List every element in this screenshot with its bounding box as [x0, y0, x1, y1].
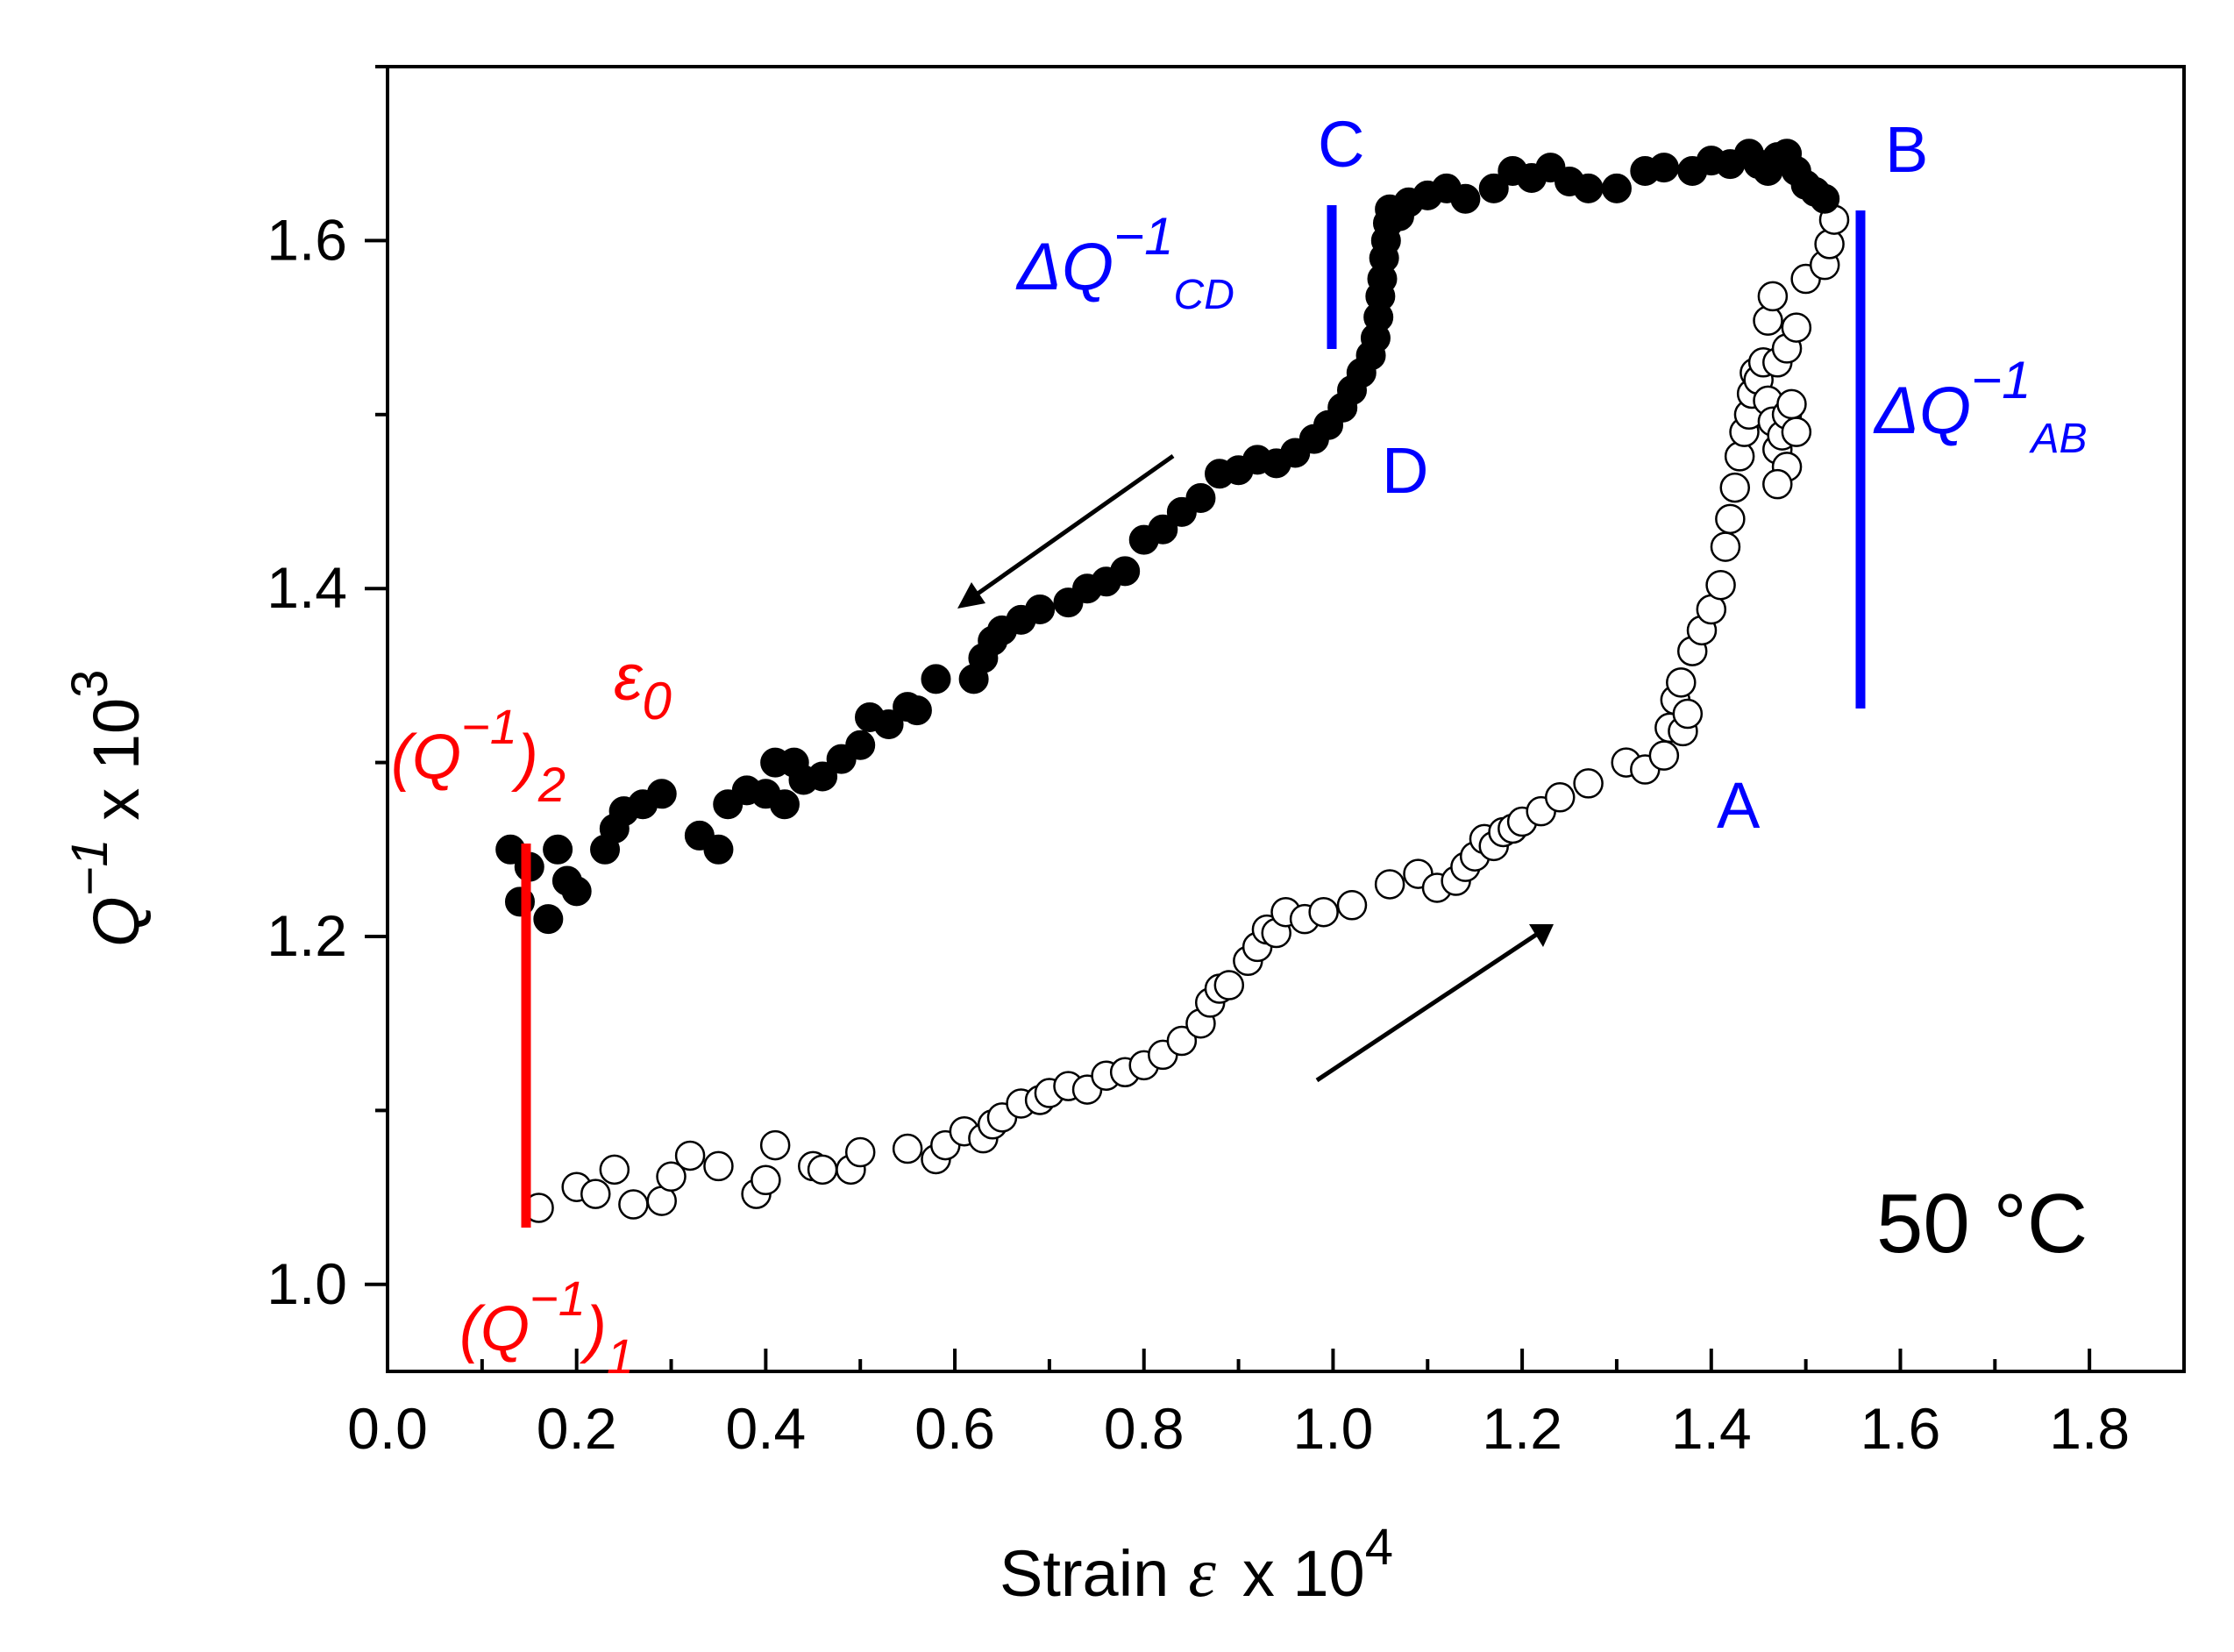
filled-data-point [646, 779, 677, 809]
open-data-point [580, 1178, 611, 1209]
arrow-loading [1315, 924, 1554, 1083]
open-data-point [1781, 312, 1812, 343]
filled-data-point [1810, 183, 1840, 214]
open-data-point [844, 1136, 876, 1168]
open-data-point [1724, 441, 1755, 472]
x-tick-label: 0.4 [725, 1396, 806, 1461]
filled-data-point [1601, 173, 1632, 203]
y-tick-label: 1.2 [267, 903, 347, 968]
open-data-point [751, 1164, 781, 1196]
delta-ab-label: ΔQ−1AB [1873, 351, 2088, 462]
x-tick-label: 1.2 [1482, 1396, 1562, 1461]
label-d: D [1382, 434, 1428, 507]
y-tick-label: 1.6 [267, 207, 347, 272]
filled-data-point [769, 789, 800, 820]
x-tick-label: 1.0 [1293, 1396, 1374, 1461]
q1-label: (Q−1)1 [459, 1271, 634, 1384]
open-data-point [1648, 740, 1680, 771]
open-data-point [1308, 896, 1339, 928]
q2-label: (Q−1)2 [391, 699, 566, 812]
filled-data-point [1478, 173, 1509, 203]
open-data-point [1213, 970, 1245, 1000]
open-data-point [599, 1154, 630, 1186]
open-data-point [656, 1161, 687, 1193]
open-data-point [618, 1189, 649, 1220]
x-tick-label: 1.6 [1860, 1396, 1941, 1461]
open-data-point [1710, 531, 1741, 562]
open-data-point [1753, 305, 1783, 336]
epsilon-zero-label: ε0 [614, 641, 672, 730]
label-a: A [1717, 769, 1761, 842]
label-c: C [1318, 108, 1364, 181]
x-tick-label: 0.8 [1104, 1396, 1185, 1461]
x-tick-label: 0.0 [347, 1396, 428, 1461]
x-tick-label: 1.8 [2049, 1396, 2130, 1461]
open-data-point [759, 1129, 791, 1161]
y-tick-label: 1.0 [267, 1251, 347, 1316]
open-data-point [703, 1150, 734, 1182]
open-data-point [807, 1154, 838, 1186]
filled-data-point [703, 834, 734, 865]
filled-data-point [1185, 483, 1216, 514]
x-axis-title: Strain ε x 104 [1000, 1519, 1393, 1612]
open-data-point [1166, 1025, 1198, 1057]
y-tick-label: 1.4 [267, 555, 347, 620]
filled-data-point [543, 834, 573, 865]
open-data-point [1705, 569, 1736, 601]
open-data-point [1336, 890, 1368, 921]
open-data-point [1544, 782, 1576, 813]
x-tick-label: 0.6 [914, 1396, 995, 1461]
axis-ticks [365, 65, 2186, 1371]
open-data-point [892, 1133, 923, 1164]
open-data-point [1762, 468, 1793, 500]
plot-frame [386, 65, 2186, 1373]
filled-data-point [873, 709, 904, 739]
axis-tick-labels: 0.0 0.2 0.4 0.6 0.8 1.0 1.2 1.4 1.6 1.8 1.0 1.2 1.4 1… [267, 207, 2130, 1461]
filled-data-point [845, 730, 876, 760]
filled-data-point [1025, 595, 1056, 625]
open-data-point [1672, 698, 1704, 730]
filled-data-point [1148, 514, 1178, 545]
open-data-point [1719, 472, 1750, 503]
open-data-point [1573, 768, 1604, 799]
open-data-point [1781, 417, 1812, 447]
filled-data-point [561, 876, 592, 907]
delta-cd-label: ΔQ−1CD [1015, 207, 1234, 318]
y-axis-title: Q−1 x 103 [61, 670, 153, 947]
filled-data-point [921, 664, 951, 694]
filled-data-point [808, 761, 838, 792]
filled-data-point [1110, 556, 1141, 587]
label-b: B [1885, 113, 1928, 186]
open-data-point [1776, 388, 1807, 420]
open-data-point [674, 1140, 706, 1171]
open-data-point [1757, 281, 1789, 312]
temperature-label: 50 °C [1876, 1177, 2088, 1271]
open-data-point [1374, 869, 1405, 900]
open-data-point [1666, 667, 1697, 698]
x-tick-label: 0.2 [537, 1396, 617, 1461]
open-data-point [1715, 503, 1746, 535]
x-tick-label: 1.4 [1671, 1396, 1752, 1461]
filled-data-point [1648, 153, 1679, 183]
filled-data-point [901, 695, 932, 726]
filled-data-point [1450, 183, 1481, 214]
loading-series [523, 204, 1850, 1223]
filled-data-point [533, 904, 564, 935]
arrow-unloading [957, 453, 1175, 609]
open-data-point [1814, 229, 1845, 260]
filled-data-point [1573, 173, 1604, 203]
